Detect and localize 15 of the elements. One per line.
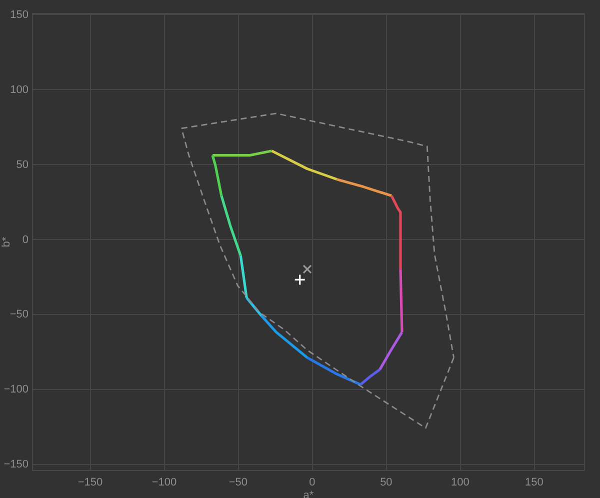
x-tick-label: 50	[380, 476, 392, 488]
y-tick-label: 100	[10, 84, 28, 96]
y-tick-label: 0	[22, 234, 28, 246]
y-tick-label: −150	[4, 458, 28, 471]
y-axis-title: b*	[0, 236, 12, 248]
x-tick-label: 100	[451, 476, 470, 488]
y-tick-label: 150	[10, 9, 28, 21]
x-tick-label: 150	[525, 476, 544, 488]
x-tick-label: −50	[228, 476, 248, 488]
y-tick-label: −50	[10, 308, 28, 321]
x-tick-label: −150	[78, 476, 103, 488]
x-tick-label: 0	[309, 476, 316, 488]
y-tick-label: −100	[4, 384, 28, 396]
x-tick-label: −100	[152, 476, 177, 488]
y-tick-label: 50	[16, 158, 28, 171]
